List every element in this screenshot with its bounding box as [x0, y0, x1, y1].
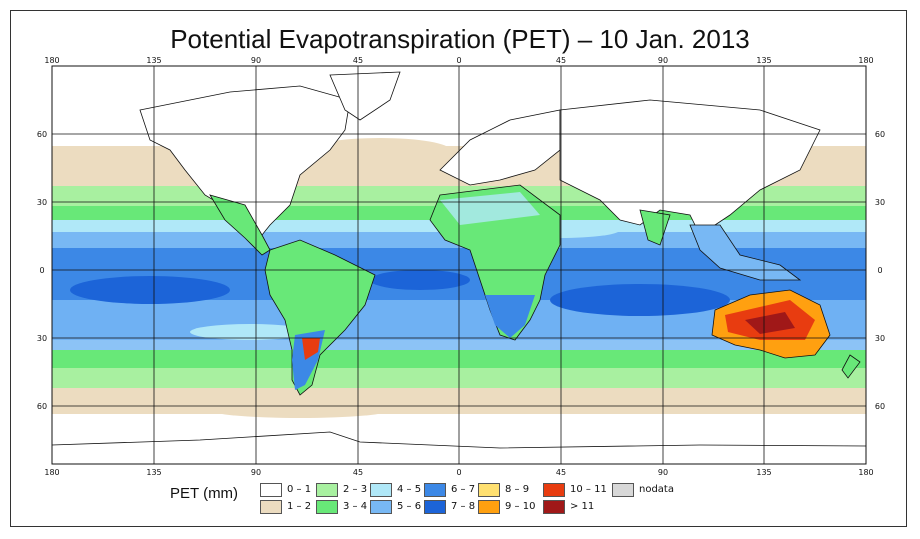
lon-tick-top-135e: 135: [756, 56, 771, 65]
patch-north-atlantic: [310, 138, 450, 162]
legend-swatch: [543, 483, 565, 497]
legend-label: 3 – 4: [343, 501, 368, 512]
legend-label: 2 – 3: [343, 484, 368, 495]
land-india: [639, 209, 671, 246]
lon-tick-bottom-90e: 90: [658, 468, 668, 477]
lon-tick-bottom-90w: 90: [251, 468, 261, 477]
land-australia-core: [745, 312, 795, 334]
patch-pacific-dark: [70, 276, 230, 304]
patch-atlantic-dark: [370, 270, 470, 290]
graticule: [52, 66, 866, 464]
lon-tick-top-135w: 135: [146, 56, 161, 65]
legend-swatch: [260, 500, 282, 514]
land-new-zealand: [841, 354, 861, 379]
lon-tick-bottom-180w: 180: [44, 468, 59, 477]
lon-tick-top-180e: 180: [858, 56, 873, 65]
legend-label: > 11: [570, 501, 595, 512]
land-se-asia: [689, 224, 802, 281]
lon-tick-top-180w: 180: [44, 56, 59, 65]
map-title: Potential Evapotranspiration (PET) – 10 …: [170, 24, 750, 54]
lon-tick-bottom-135e: 135: [756, 468, 771, 477]
legend-swatch: [478, 500, 500, 514]
lat-tick-right-30n: 30: [875, 198, 885, 207]
map-border: [51, 65, 867, 465]
patch-antarctic-tan: [210, 402, 390, 418]
lat-tick-left-0: 0: [39, 266, 44, 275]
lat-tick-right-60n: 60: [875, 130, 885, 139]
legend-swatch: [424, 483, 446, 497]
lon-tick-bottom-0: 0: [456, 468, 461, 477]
land-greenland: [329, 71, 401, 121]
legend-label: 9 – 10: [505, 501, 536, 512]
patch-south-light: [190, 324, 310, 340]
legend-swatch: [612, 483, 634, 497]
lat-tick-right-30s: 30: [875, 334, 885, 343]
figure-frame: [10, 10, 907, 527]
land-patagonia-hot: [302, 338, 320, 360]
lat-tick-left-60n: 60: [37, 130, 47, 139]
legend-label: 0 – 1: [287, 484, 312, 495]
legend-swatch: [370, 483, 392, 497]
land-africa-south-blue: [485, 295, 535, 338]
lat-tick-left-30n: 30: [37, 198, 47, 207]
legend-label: 4 – 5: [397, 484, 422, 495]
lat-tick-left-60s: 60: [37, 402, 47, 411]
legend-swatch: [316, 483, 338, 497]
lon-tick-bottom-45w: 45: [353, 468, 363, 477]
lon-tick-top-90w: 90: [251, 56, 261, 65]
legend-label: nodata: [639, 484, 674, 495]
lon-tick-top-90e: 90: [658, 56, 668, 65]
lon-tick-top-45w: 45: [353, 56, 363, 65]
legend-label: 10 – 11: [570, 484, 607, 495]
legend-label: 6 – 7: [451, 484, 476, 495]
lat-tick-right-0: 0: [877, 266, 882, 275]
lon-tick-bottom-135w: 135: [146, 468, 161, 477]
patch-indian-dark: [550, 284, 730, 316]
legend-swatch: [424, 500, 446, 514]
lat-tick-left-30s: 30: [37, 334, 47, 343]
legend-title: PET (mm): [170, 485, 239, 502]
legend-swatch: [316, 500, 338, 514]
lon-tick-bottom-180e: 180: [858, 468, 873, 477]
legend-label: 1 – 2: [287, 501, 312, 512]
lon-tick-bottom-45e: 45: [556, 468, 566, 477]
legend-label: 7 – 8: [451, 501, 476, 512]
land-north-america: [139, 85, 351, 236]
legend-swatch: [543, 500, 565, 514]
lat-tick-right-60s: 60: [875, 402, 885, 411]
lon-tick-top-45e: 45: [556, 56, 566, 65]
legend-swatch: [370, 500, 392, 514]
legend-swatch: [260, 483, 282, 497]
legend-label: 8 – 9: [505, 484, 530, 495]
legend-label: 5 – 6: [397, 501, 422, 512]
land-sahara: [440, 192, 540, 225]
land-central-america-mexico: [209, 194, 271, 256]
legend-swatch: [478, 483, 500, 497]
lon-tick-top-0: 0: [456, 56, 461, 65]
